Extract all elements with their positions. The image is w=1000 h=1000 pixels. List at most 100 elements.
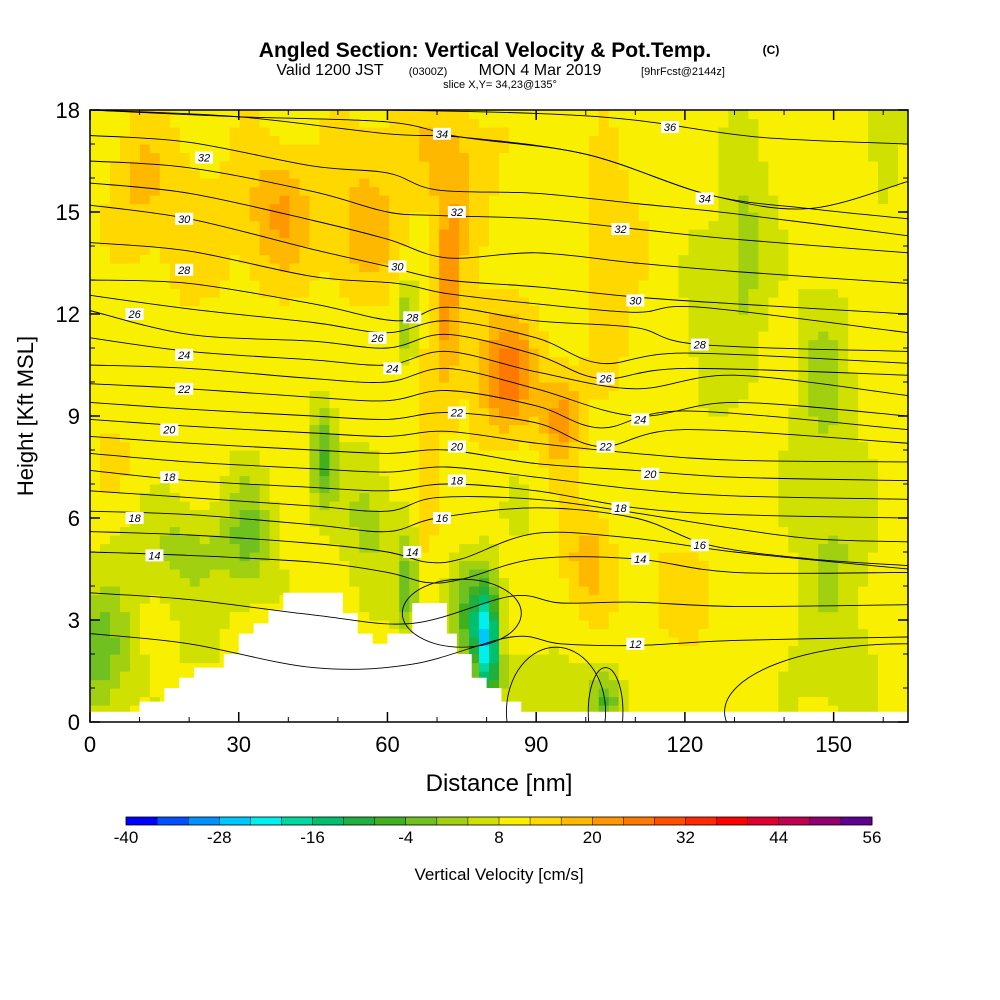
heatmap-cell xyxy=(239,560,251,570)
heatmap-cell xyxy=(718,484,730,494)
heatmap-cell xyxy=(449,569,460,579)
heatmap-cell xyxy=(728,220,740,230)
heatmap-cell xyxy=(598,424,610,434)
heatmap-cell xyxy=(489,305,500,315)
heatmap-cell xyxy=(359,620,370,630)
heatmap-cell xyxy=(658,152,670,162)
heatmap-cell xyxy=(518,169,530,179)
heatmap-cell xyxy=(319,450,331,460)
heatmap-cell xyxy=(538,526,550,536)
heatmap-cell xyxy=(189,645,201,655)
heatmap-cell xyxy=(528,450,540,460)
heatmap-cell xyxy=(508,662,520,672)
heatmap-cell xyxy=(638,152,650,162)
heatmap-cell xyxy=(419,280,430,290)
heatmap-cell xyxy=(778,594,789,604)
heatmap-cell xyxy=(738,416,749,426)
heatmap-cell xyxy=(379,569,390,579)
heatmap-cell xyxy=(588,135,600,145)
heatmap-cell xyxy=(668,339,680,349)
heatmap-cell xyxy=(419,484,430,494)
heatmap-cell xyxy=(638,433,650,443)
heatmap-cell xyxy=(688,322,700,332)
heatmap-cell xyxy=(718,246,730,256)
heatmap-cell xyxy=(499,552,510,562)
heatmap-cell xyxy=(608,322,620,332)
heatmap-cell xyxy=(558,603,570,613)
heatmap-cell xyxy=(558,620,570,630)
heatmap-cell xyxy=(449,110,460,120)
heatmap-cell xyxy=(518,441,530,451)
heatmap-cell xyxy=(349,195,360,205)
heatmap-cell xyxy=(279,246,291,256)
heatmap-cell xyxy=(608,314,620,324)
heatmap-cell xyxy=(129,399,141,409)
heatmap-cell xyxy=(469,552,480,562)
heatmap-cell xyxy=(149,314,161,324)
heatmap-cell xyxy=(708,305,720,315)
heatmap-cell xyxy=(269,526,281,536)
heatmap-cell xyxy=(90,305,101,315)
heatmap-cell xyxy=(688,654,700,664)
heatmap-cell xyxy=(159,518,171,528)
heatmap-cell xyxy=(608,399,620,409)
heatmap-cell xyxy=(698,450,710,460)
heatmap-cell xyxy=(339,441,350,451)
heatmap-cell xyxy=(568,526,580,536)
heatmap-cell xyxy=(299,271,311,281)
heatmap-cell xyxy=(668,594,680,604)
heatmap-cell xyxy=(359,263,370,273)
heatmap-cell xyxy=(578,696,590,706)
heatmap-cell xyxy=(99,569,111,579)
heatmap-cell xyxy=(169,603,181,613)
heatmap-cell xyxy=(558,407,570,417)
heatmap-cell xyxy=(419,161,430,171)
heatmap-cell xyxy=(339,399,350,409)
heatmap-cell xyxy=(538,305,550,315)
heatmap-cell xyxy=(189,603,201,613)
heatmap-cell xyxy=(379,382,390,392)
heatmap-cell xyxy=(758,526,769,536)
heatmap-cell xyxy=(768,254,779,264)
heatmap-cell xyxy=(249,237,261,247)
heatmap-cell xyxy=(359,399,370,409)
heatmap-cell xyxy=(159,586,171,596)
heatmap-cell xyxy=(419,416,430,426)
heatmap-cell xyxy=(668,203,680,213)
heatmap-cell xyxy=(199,399,211,409)
heatmap-cell xyxy=(299,263,311,273)
heatmap-cell xyxy=(199,526,211,536)
heatmap-cell xyxy=(618,237,630,247)
heatmap-cell xyxy=(229,135,241,145)
heatmap-cell xyxy=(289,314,301,324)
heatmap-cell xyxy=(399,237,410,247)
heatmap-cell xyxy=(159,118,171,128)
heatmap-cell xyxy=(349,501,360,511)
heatmap-cell xyxy=(528,152,540,162)
heatmap-cell xyxy=(738,169,749,179)
heatmap-cell xyxy=(499,118,510,128)
heatmap-cell xyxy=(518,390,530,400)
heatmap-cell xyxy=(558,186,570,196)
heatmap-cell xyxy=(109,501,121,511)
heatmap-cell xyxy=(479,169,490,179)
heatmap-cell xyxy=(359,390,370,400)
heatmap-cell xyxy=(568,475,580,485)
heatmap-cell xyxy=(259,314,271,324)
heatmap-cell xyxy=(688,577,700,587)
heatmap-cell xyxy=(129,433,141,443)
heatmap-cell xyxy=(638,305,650,315)
heatmap-cell xyxy=(409,382,420,392)
heatmap-cell xyxy=(718,220,730,230)
heatmap-cell xyxy=(189,161,201,171)
heatmap-cell xyxy=(109,110,121,120)
heatmap-cell xyxy=(209,280,221,290)
heatmap-cell xyxy=(249,254,261,264)
heatmap-cell xyxy=(189,450,201,460)
heatmap-cell xyxy=(708,654,720,664)
heatmap-cell xyxy=(369,637,380,647)
heatmap-cell xyxy=(588,611,600,621)
heatmap-cell xyxy=(489,161,500,171)
heatmap-cell xyxy=(209,450,221,460)
heatmap-cell xyxy=(568,620,580,630)
